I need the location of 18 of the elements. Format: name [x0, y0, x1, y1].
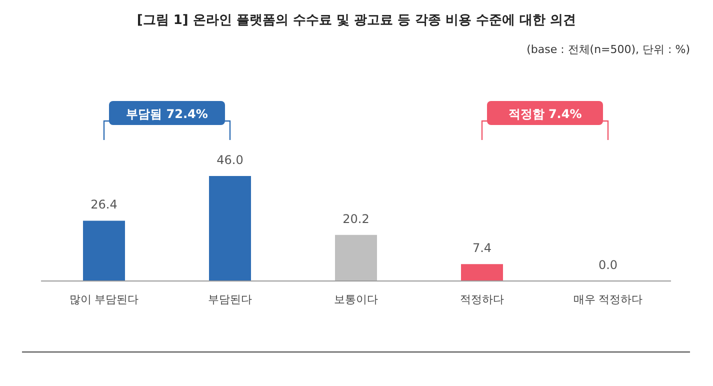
- text: 적정함 7.4%: [508, 107, 582, 121]
- text: 부담됨 72.4%: [126, 107, 208, 121]
- bar: [335, 234, 377, 281]
- chart-title: [그림 1] 온라인 플랫폼의 수수료 및 광고료 등 각종 비용 수준에 대한 의견: [136, 13, 576, 28]
- x-tick-label: 보통이다: [334, 293, 378, 306]
- x-tick-label: 많이 부담된다: [69, 293, 139, 306]
- chart-subtitle: (base : 전체(n=500), 단위 : %): [526, 43, 690, 56]
- x-tick-label: 매우 적정하다: [573, 293, 643, 306]
- data-label: 26.4: [90, 198, 118, 212]
- bar: [83, 220, 125, 281]
- x-tick-label: 부담된다: [208, 293, 252, 306]
- x-tick-label: 적정하다: [460, 293, 504, 306]
- data-label: 20.2: [342, 212, 370, 226]
- data-label: 46.0: [216, 153, 244, 167]
- data-label: 7.4: [472, 241, 492, 256]
- data-label: 0.0: [598, 258, 618, 272]
- bar: [209, 176, 251, 281]
- bar: [461, 264, 503, 281]
